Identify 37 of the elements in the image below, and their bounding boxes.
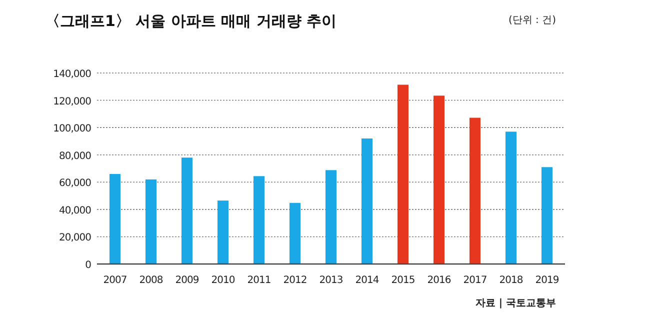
y-tick-label: 40,000 xyxy=(59,205,92,216)
x-tick-label: 2012 xyxy=(283,275,307,286)
x-tick-label: 2018 xyxy=(499,275,523,286)
y-tick-label: 120,000 xyxy=(53,96,92,108)
x-tick-label: 2019 xyxy=(535,275,559,286)
x-tick-label: 2017 xyxy=(463,275,487,286)
y-tick-label: 140,000 xyxy=(53,69,92,80)
bar xyxy=(506,132,516,264)
bar xyxy=(218,200,228,264)
x-tick-label: 2009 xyxy=(175,275,199,286)
bar xyxy=(254,176,264,264)
y-tick-label: 80,000 xyxy=(59,150,92,162)
bar xyxy=(542,167,552,264)
x-tick-label: 2014 xyxy=(355,275,379,286)
bar xyxy=(434,96,444,264)
bar xyxy=(470,118,480,264)
bar xyxy=(146,179,156,264)
x-tick-label: 2007 xyxy=(103,275,127,286)
y-tick-label: 100,000 xyxy=(53,124,92,135)
bar xyxy=(326,170,336,264)
chart-title: 〈그래프1〉 서울 아파트 매매 거래량 추이 xyxy=(45,12,337,30)
y-tick-label: 60,000 xyxy=(59,178,92,190)
text: 자료 | 국토교통부 xyxy=(475,298,556,309)
x-tick-label: 2011 xyxy=(247,275,271,286)
x-tick-label: 2016 xyxy=(427,275,451,286)
text: (단위 : 건) xyxy=(508,15,556,26)
y-tick-label: 0 xyxy=(85,260,92,271)
x-tick-label: 2015 xyxy=(391,275,415,286)
y-tick-label: 20,000 xyxy=(59,232,92,244)
bar xyxy=(110,174,120,264)
bar xyxy=(290,202,300,264)
x-tick-label: 2010 xyxy=(211,275,235,286)
bar xyxy=(362,138,372,264)
bar xyxy=(398,84,408,264)
bar xyxy=(182,158,192,264)
x-tick-label: 2013 xyxy=(319,275,343,286)
x-tick-label: 2008 xyxy=(139,275,163,286)
